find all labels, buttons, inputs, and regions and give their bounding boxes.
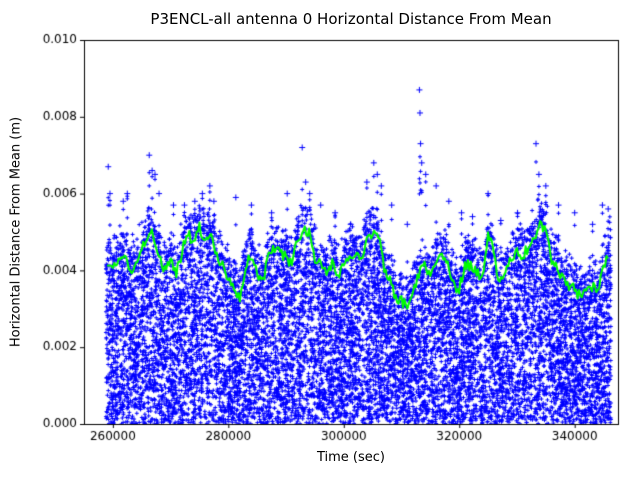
chart-title: P3ENCL-all antenna 0 Horizontal Distance… [150,10,552,28]
x-axis-label: Time (sec) [316,450,385,465]
